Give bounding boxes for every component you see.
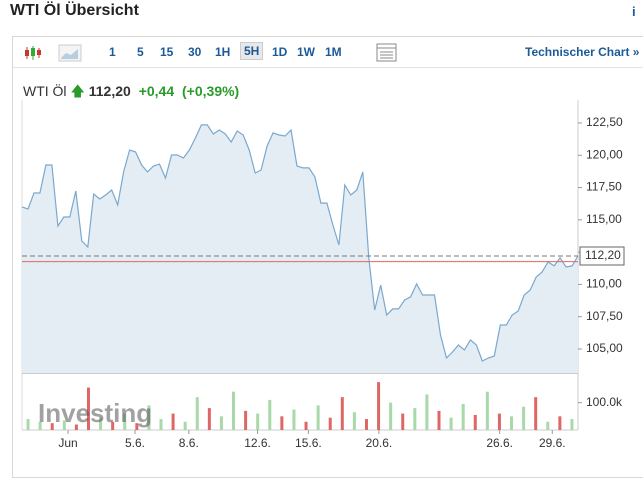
interval-button[interactable]: 1D — [272, 45, 288, 59]
last-price-label: 112,20 — [585, 248, 621, 262]
volume-bar — [522, 406, 526, 430]
up-arrow: 🡅 — [70, 83, 85, 99]
volume-bar — [159, 419, 163, 430]
volume-bar — [328, 417, 332, 430]
y-tick-label: 122,50 — [586, 115, 623, 129]
volume-bar — [510, 416, 514, 430]
x-tick-label: 5.6. — [125, 436, 145, 450]
volume-bar — [377, 382, 381, 430]
volume-bar — [401, 413, 405, 430]
y-tick-label: 100.0k — [586, 395, 623, 409]
chart: 105,00107,50110,00112,50115,00117,50120,… — [21, 100, 625, 450]
x-tick-label: Jun — [58, 436, 77, 450]
volume-bar — [123, 413, 127, 430]
volume-bar — [207, 408, 211, 430]
volume-bar — [135, 423, 139, 430]
watermark: Investing — [38, 398, 152, 428]
volume-bar — [389, 402, 393, 430]
volume-bar — [195, 397, 199, 430]
volume-bar — [268, 399, 272, 430]
price-area — [22, 124, 578, 374]
volume-bar — [485, 391, 489, 430]
interval-button[interactable]: 5 — [137, 45, 144, 59]
volume-bar — [352, 412, 356, 430]
change-percent: (+0,39%) — [182, 83, 240, 99]
interval-button[interactable]: 15 — [160, 45, 174, 59]
volume-bar — [534, 397, 538, 430]
x-tick-label: 15.6. — [295, 436, 322, 450]
interval-button[interactable]: 1W — [297, 45, 315, 59]
chart-type-icons[interactable] — [23, 44, 103, 62]
y-tick-label: 120,00 — [586, 147, 623, 161]
change: +0,44 — [138, 83, 175, 99]
interval-button[interactable]: 5H — [240, 42, 264, 60]
watermark-brand: Investing — [38, 398, 152, 428]
y-tick-label: 105,00 — [586, 341, 623, 355]
x-tick-label: 8.6. — [179, 436, 199, 450]
toolbar: Technischer Chart » 1 5 15 30 1H 5H 1D 1W 1M — [13, 37, 643, 68]
volume-bar — [99, 417, 103, 430]
volume-bar — [425, 394, 429, 430]
volume-bar — [232, 391, 236, 430]
y-tick-label: 115,00 — [586, 212, 622, 226]
widget-title: WTI Öl Übersicht — [10, 2, 139, 19]
x-tick-label: 12.6. — [244, 436, 271, 450]
interval-button[interactable]: 30 — [188, 45, 202, 59]
volume-bar — [292, 409, 296, 430]
volume-bar — [497, 413, 501, 430]
y-tick-label: 107,50 — [586, 309, 623, 323]
volume-bar — [461, 404, 465, 430]
volume-bar — [570, 419, 574, 430]
widget: Technischer Chart » 1 5 15 30 1H 5H 1D 1W 1M WTI… — [12, 36, 643, 478]
x-tick-label: 29.6. — [539, 436, 566, 450]
volume-bar — [147, 405, 151, 430]
volume-bar — [86, 387, 90, 430]
x-tick-label: 20.6. — [366, 436, 393, 450]
volume-bar — [50, 423, 54, 430]
volume-bar — [340, 397, 344, 430]
volume-bar — [26, 419, 30, 430]
volume-bar — [219, 416, 223, 430]
table-icon[interactable] — [376, 43, 398, 63]
volume-bar — [111, 421, 115, 430]
volume-bar — [558, 416, 562, 430]
volume-bar — [244, 410, 248, 430]
volume-bar — [413, 408, 417, 430]
volume-bar — [256, 413, 260, 430]
volume-bar — [546, 421, 550, 430]
volume-bar — [316, 405, 320, 430]
y-tick-label: 117,50 — [586, 180, 622, 194]
volume-bar — [304, 421, 308, 430]
volume-bar — [449, 417, 453, 430]
volume-bar — [364, 419, 368, 430]
interval-button[interactable]: 1H — [215, 45, 231, 59]
interval-button[interactable]: 1M — [325, 45, 342, 59]
price-line — [21, 124, 579, 362]
volume-bar — [473, 414, 477, 430]
technical-chart-link[interactable]: Technischer Chart » — [525, 45, 640, 59]
volume-bar — [171, 413, 175, 430]
instrument-name: WTI Öl — [23, 83, 67, 99]
interval-button[interactable]: 1 — [109, 45, 116, 59]
volume-bar — [280, 416, 284, 430]
y-tick-label: 110,00 — [586, 277, 622, 291]
quote: WTI Öl 🡅 112,20 +0,44 (+0,39%) — [23, 81, 239, 105]
volume-bar — [38, 421, 42, 430]
x-tick-label: 26.6. — [486, 436, 513, 450]
volume-bar — [437, 410, 441, 430]
volume-bar — [183, 421, 187, 430]
last-price-box — [579, 246, 625, 266]
page: WTI Öl Übersicht i Technischer Chart » 1… — [10, 2, 643, 478]
volume-bar — [62, 420, 66, 430]
volume-bar — [74, 424, 78, 430]
last-price: 112,20 — [88, 83, 131, 99]
info-button[interactable]: i — [632, 4, 636, 19]
